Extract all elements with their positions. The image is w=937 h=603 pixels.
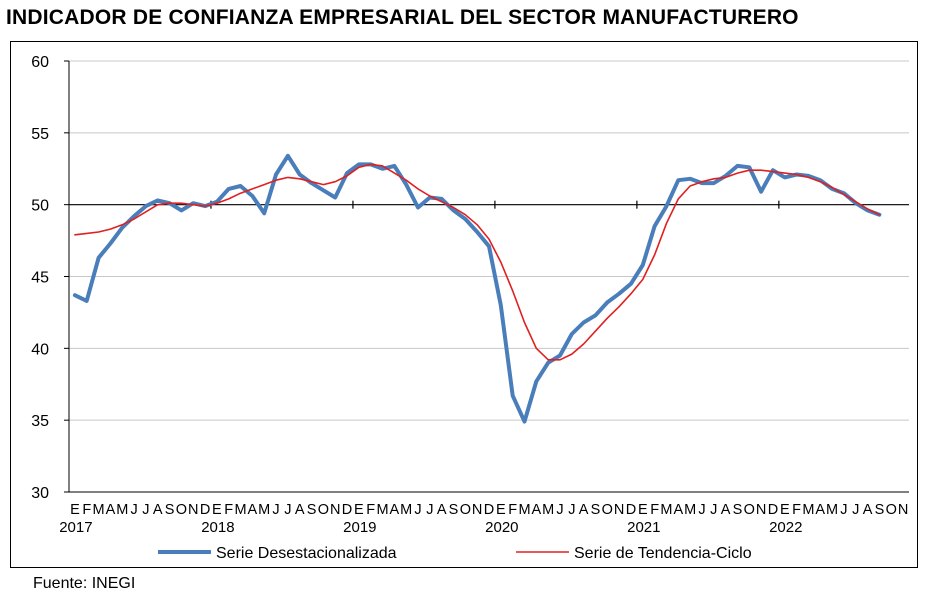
x-month-label: M [93,502,105,518]
x-month-label: A [390,502,400,518]
x-month-label: J [852,502,859,518]
x-month-label: A [721,502,731,518]
x-month-label: A [295,502,305,518]
x-month-label: A [815,502,825,518]
series-line-desestacionalizada [72,153,882,424]
x-month-label: M [400,502,412,518]
x-year-label: 2021 [627,519,660,536]
x-month-label: J [130,502,137,518]
x-month-label: S [591,502,601,518]
x-month-label: M [258,502,270,518]
x-month-label: N [614,502,624,518]
grid-lines [69,60,909,421]
x-month-label: A [248,502,258,518]
x-month-label: E [496,502,506,518]
source-note: Fuente: INEGI [33,575,136,592]
x-month-label: O [318,502,329,518]
x-month-label: J [840,502,847,518]
x-month-label: F [82,502,91,518]
axes [64,60,909,493]
x-month-label: N [898,502,908,518]
x-month-label: O [460,502,471,518]
x-month-label: M [802,502,814,518]
x-month-label: D [768,502,778,518]
x-month-label: D [626,502,636,518]
x-month-label: J [272,502,279,518]
x-month-label: S [307,502,317,518]
x-year-label: 2017 [59,519,92,536]
x-month-label: E [212,502,222,518]
y-tick-label: 60 [31,54,49,71]
x-month-label: D [484,502,494,518]
x-month-label: A [863,502,873,518]
series-line-tendencia-ciclo [74,163,881,361]
x-month-label: E [354,502,364,518]
x-month-label: J [698,502,705,518]
y-tick-label: 45 [31,270,49,287]
x-month-label: N [188,502,198,518]
series-group [72,153,882,424]
x-month-label: J [568,502,575,518]
y-tick-label: 30 [31,485,49,502]
x-month-label: E [780,502,790,518]
x-month-label: M [684,502,696,518]
x-month-label: O [602,502,613,518]
x-year-label: 2018 [201,519,234,536]
x-month-label: S [449,502,459,518]
x-month-label: O [744,502,755,518]
x-month-label: O [176,502,187,518]
x-month-label: J [556,502,563,518]
y-tick-label: 55 [31,126,49,143]
x-month-label: S [733,502,743,518]
x-month-label: F [366,502,375,518]
x-year-label: 2022 [769,519,802,536]
x-month-label: A [106,502,116,518]
y-tick-label: 40 [31,341,49,358]
x-month-label: A [673,502,683,518]
y-tick-label: 50 [31,198,49,215]
x-month-label: M [826,502,838,518]
x-month-label: F [792,502,801,518]
y-tick-label: 35 [31,413,49,430]
x-month-label: M [235,502,247,518]
chart-title: Indicador de Confianza Empresarial del S… [6,6,799,29]
legend: Serie Desestacionalizada Serie de Tendenc… [158,545,752,562]
x-month-label: M [518,502,530,518]
x-month-label: A [579,502,589,518]
x-month-label: D [200,502,210,518]
x-month-label: F [224,502,233,518]
legend-label: Serie de Tendencia-Ciclo [574,545,752,562]
x-month-label: S [165,502,175,518]
x-month-label: F [650,502,659,518]
x-month-label: J [710,502,717,518]
x-month-label: M [116,502,128,518]
y-tick-labels: 30 35 40 45 50 55 60 [31,54,49,502]
x-year-label: 2020 [485,519,518,536]
x-month-label: N [756,502,766,518]
legend-label: Serie Desestacionalizada [216,545,397,562]
x-month-label: N [472,502,482,518]
x-month-label: J [142,502,149,518]
x-month-label: A [153,502,163,518]
x-month-label: A [531,502,541,518]
x-month-label: O [886,502,897,518]
x-year-label: 2019 [343,519,376,536]
x-month-label: M [542,502,554,518]
x-month-label: F [508,502,517,518]
x-month-label: N [330,502,340,518]
x-month-label: J [414,502,421,518]
x-month-label: J [284,502,291,518]
x-month-label: M [660,502,672,518]
x-month-label: E [638,502,648,518]
x-month-label: M [376,502,388,518]
x-month-label: A [437,502,447,518]
x-month-label: S [875,502,885,518]
x-month-label: E [70,502,80,518]
x-month-label: J [426,502,433,518]
x-month-label: D [342,502,352,518]
